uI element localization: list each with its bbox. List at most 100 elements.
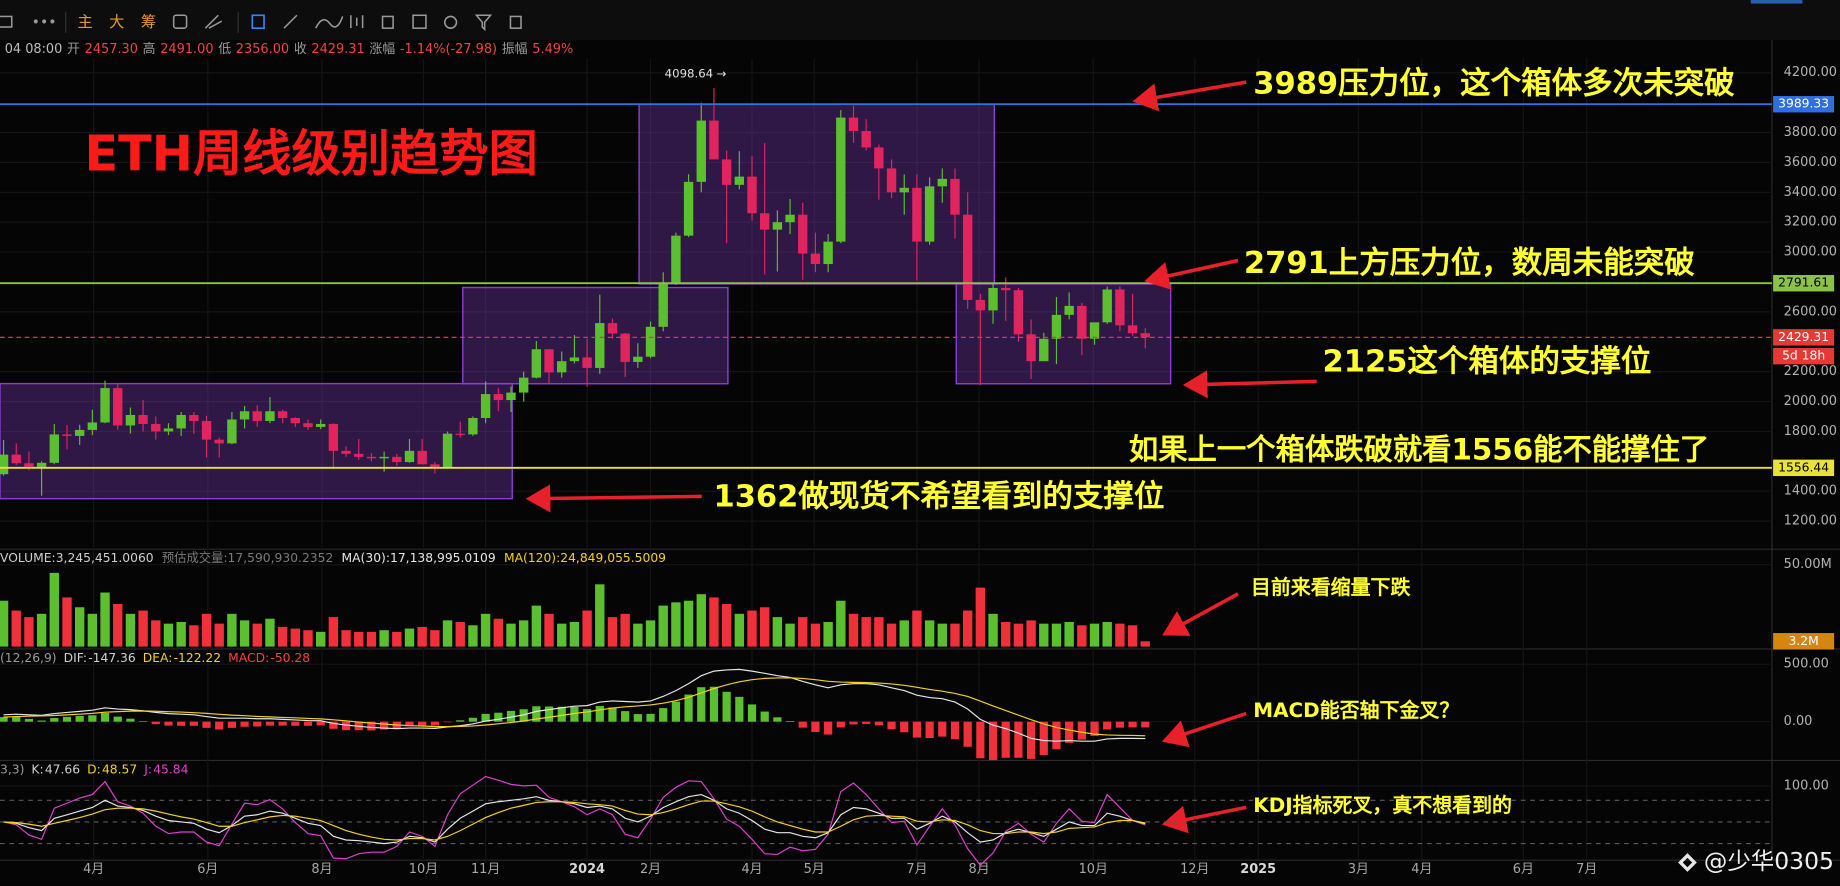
volume-bar xyxy=(937,623,947,647)
volume-bar xyxy=(544,613,554,647)
candle-body xyxy=(151,423,161,432)
candle-body xyxy=(721,159,732,185)
icon[interactable] xyxy=(283,14,298,29)
info-text: 涨幅 xyxy=(369,42,395,57)
candle-body xyxy=(988,287,998,311)
macd-bar xyxy=(849,721,858,725)
volume-header: VOLUME:3,245,451.0060 xyxy=(0,551,154,565)
macd-bar xyxy=(938,721,947,737)
volume-bar xyxy=(239,620,250,647)
level-tag-label: 1556.44 xyxy=(1778,460,1829,474)
icon[interactable] xyxy=(251,14,265,30)
macd-bar xyxy=(418,721,427,726)
level-tag xyxy=(1773,459,1835,477)
macd-bar xyxy=(760,711,769,722)
macd-bar xyxy=(646,713,655,722)
candle-body xyxy=(303,423,313,427)
arrows xyxy=(525,80,1317,834)
annotation-part: 这个箱体的支撑位 xyxy=(1407,343,1651,379)
candle-body xyxy=(798,214,808,254)
volume-bar xyxy=(772,617,783,647)
annotation-part: 目前来看缩量下跌 xyxy=(1251,574,1411,598)
icon[interactable] xyxy=(314,16,344,29)
info-text: 2491.00 xyxy=(160,42,213,57)
icon[interactable] xyxy=(381,15,394,29)
candle-body xyxy=(163,428,174,432)
toolbar-button[interactable]: 主 xyxy=(77,13,92,31)
annotation-part: 做现货不希望看到的支撑位 xyxy=(797,478,1164,514)
panel-frames xyxy=(0,39,1840,861)
volume-bar xyxy=(392,631,402,647)
candle-body xyxy=(810,253,821,265)
annotation-part: 1362 xyxy=(713,479,798,514)
macd-bar xyxy=(126,718,135,722)
icon[interactable] xyxy=(509,15,522,29)
candle-body xyxy=(569,357,580,362)
volume-header: MA(30):17,138,995.0109 xyxy=(342,551,496,565)
icon[interactable] xyxy=(350,15,364,29)
annotation: 目前来看缩量下跌 xyxy=(1251,574,1411,598)
candle-body xyxy=(912,187,922,242)
indicator-header: K: xyxy=(31,762,43,776)
volume-bar xyxy=(36,613,47,647)
candle-body xyxy=(354,453,364,457)
candle-body xyxy=(328,423,339,451)
annotation: 3989压力位，这个箱体多次未突破 xyxy=(1253,65,1735,101)
level-tag xyxy=(1773,275,1835,292)
volume-bar xyxy=(1026,620,1036,647)
icon[interactable] xyxy=(204,14,223,29)
candle-body xyxy=(658,283,668,327)
icon[interactable]: ••• xyxy=(32,14,57,30)
toolbar-button[interactable]: 筹 xyxy=(141,13,156,31)
macd-bar xyxy=(341,721,351,731)
volume-bar xyxy=(1039,623,1049,647)
volume-bar xyxy=(214,623,224,647)
macd-bar xyxy=(481,713,490,722)
toolbar-button[interactable]: 大 xyxy=(109,13,124,31)
info-text: 2429.31 xyxy=(311,42,364,57)
candle-body xyxy=(379,456,389,459)
info-text: 2356.00 xyxy=(236,42,289,57)
volume-bar xyxy=(0,600,9,647)
macd-bar xyxy=(1141,721,1150,728)
indicator-header: -122.22 xyxy=(174,651,222,665)
indicator-header: -147.36 xyxy=(88,651,136,665)
macd-bar xyxy=(798,721,807,728)
macd-bar xyxy=(633,714,642,722)
volume-bar xyxy=(252,623,262,647)
candle-body xyxy=(747,176,757,214)
icon[interactable] xyxy=(412,14,427,29)
macd-bar xyxy=(570,706,579,722)
macd-bar xyxy=(608,707,617,722)
macd-bar xyxy=(12,717,21,722)
info-text: 高 xyxy=(143,41,156,57)
icon[interactable] xyxy=(0,15,13,28)
macd-bar xyxy=(62,716,72,722)
volume-bar xyxy=(1140,641,1150,647)
macd-bar xyxy=(925,721,934,739)
candle-body xyxy=(1089,322,1100,339)
macd-bar xyxy=(380,721,389,730)
volume-bar xyxy=(747,610,757,647)
icon[interactable] xyxy=(474,14,493,32)
candle-body xyxy=(290,417,301,424)
dif-line xyxy=(3,668,1146,742)
macd-bar xyxy=(532,706,541,722)
volume-bar xyxy=(633,623,643,647)
icon[interactable] xyxy=(443,15,458,29)
x-tick-label: 2月 xyxy=(640,862,661,877)
volume-bar xyxy=(316,631,326,647)
volume-bar xyxy=(1077,625,1087,647)
x-tick-label: 3月 xyxy=(1348,862,1369,877)
candle-body xyxy=(404,450,415,463)
price-panel xyxy=(0,87,1172,500)
icon[interactable] xyxy=(172,14,188,29)
volume-bar xyxy=(518,620,529,647)
annotation: 1362做现货不希望看到的支撑位 xyxy=(713,478,1164,514)
y-tick-label: 3600.00 xyxy=(1784,155,1837,170)
macd-bar xyxy=(138,721,148,722)
candle-body xyxy=(836,117,846,242)
macd-bar xyxy=(0,717,8,722)
